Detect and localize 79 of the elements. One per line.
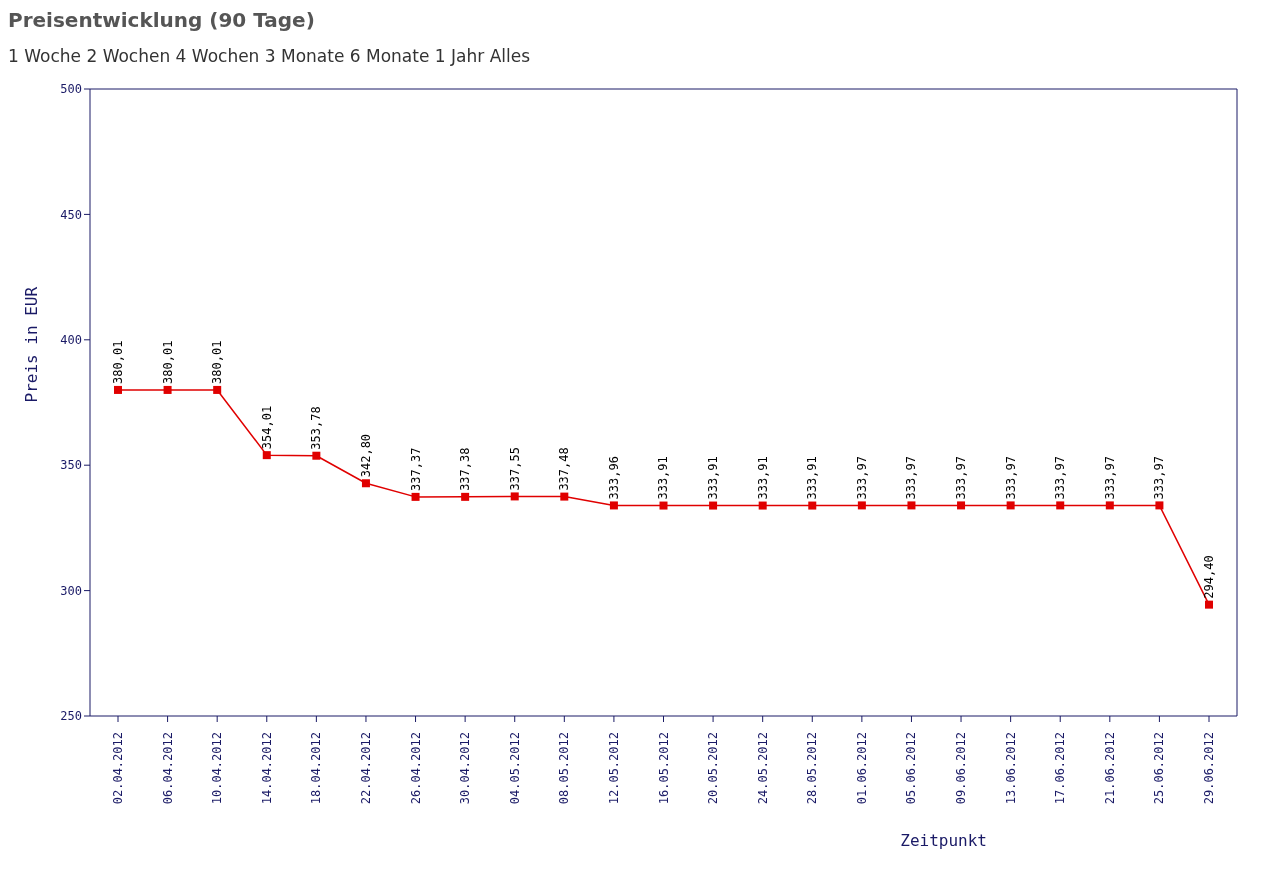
x-tick-label: 14.04.2012 [259,732,274,805]
point [857,501,866,510]
y-tick-label: 450 [60,207,82,222]
x-tick-label: 13.06.2012 [1003,732,1018,805]
point [1006,501,1015,510]
y-tick-label: 400 [60,333,82,348]
point [114,385,122,394]
data-label: 333,91 [805,456,820,500]
point [213,385,222,394]
data-label: 380,01 [111,340,125,384]
point [411,492,420,501]
y-tick-label: 350 [60,458,82,473]
data-label: 353,78 [309,406,324,450]
x-tick-label: 18.04.2012 [309,732,324,805]
data-label: 380,01 [210,340,225,384]
point [560,492,569,501]
data-label: 337,48 [557,447,572,491]
data-label: 380,01 [160,340,175,384]
point [1155,501,1164,510]
data-label: 333,97 [1053,456,1068,500]
point [361,479,370,488]
chart-title: Preisentwicklung (90 Tage) [8,8,316,32]
x-tick-label: 12.05.2012 [606,732,621,805]
x-tick-label: 28.05.2012 [805,732,820,805]
data-label: 337,38 [458,447,473,491]
point [461,492,470,501]
x-axis-title: Zeitpunkt [900,831,987,850]
point [957,501,966,510]
point [312,451,321,460]
x-tick-label: 08.05.2012 [557,732,572,805]
data-label: 342,80 [358,433,373,478]
x-tick-label: 24.05.2012 [755,732,770,805]
x-tick-label: 06.04.2012 [160,732,175,805]
point [808,501,817,510]
data-label: 294,40 [1202,555,1216,599]
y-tick-label: 500 [60,82,82,97]
x-tick-label: 22.04.2012 [358,732,373,805]
point [510,492,519,501]
data-label: 333,97 [1152,456,1167,500]
point [163,385,172,394]
x-tick-label: 05.06.2012 [904,732,919,805]
data-label: 333,97 [1102,456,1117,500]
y-tick-label: 300 [60,583,82,598]
data-label: 337,37 [408,447,423,491]
data-label: 333,96 [606,456,621,500]
point [1205,600,1213,609]
x-tick-label: 20.05.2012 [706,732,721,805]
x-tick-label: 26.04.2012 [408,732,423,805]
x-tick-label: 04.05.2012 [507,732,522,805]
x-tick-label: 10.04.2012 [210,732,225,805]
point [262,451,271,460]
point [1056,501,1065,510]
data-label: 333,91 [755,456,770,500]
point [758,501,767,510]
x-tick-label: 01.06.2012 [854,732,869,805]
x-tick-label: 25.06.2012 [1152,732,1167,805]
x-tick-label: 30.04.2012 [458,732,473,805]
x-tick-label: 21.06.2012 [1102,732,1117,805]
point [907,501,916,510]
y-axis-title: Preis in EUR [21,286,41,403]
x-tick-label: 09.06.2012 [954,732,969,805]
data-label: 354,01 [259,405,274,450]
data-label: 333,91 [706,456,721,500]
data-label: 333,97 [1003,456,1018,500]
point [1105,501,1114,510]
point [609,501,618,510]
data-label: 333,91 [656,456,671,500]
x-tick-label: 29.06.2012 [1202,732,1216,805]
point [659,501,668,510]
x-tick-label: 16.05.2012 [656,732,671,805]
data-label: 337,55 [507,447,522,491]
point [709,501,718,510]
data-label: 333,97 [854,456,869,500]
y-tick-label: 250 [60,709,82,724]
chart-subtitle: 1 Woche 2 Wochen 4 Wochen 3 Monate 6 Monate 1 Jahr Alles [8,46,532,66]
x-tick-label: 02.04.2012 [111,732,125,805]
data-label: 333,97 [904,456,919,500]
x-tick-label: 17.06.2012 [1053,732,1068,805]
data-label: 333,97 [954,456,969,500]
